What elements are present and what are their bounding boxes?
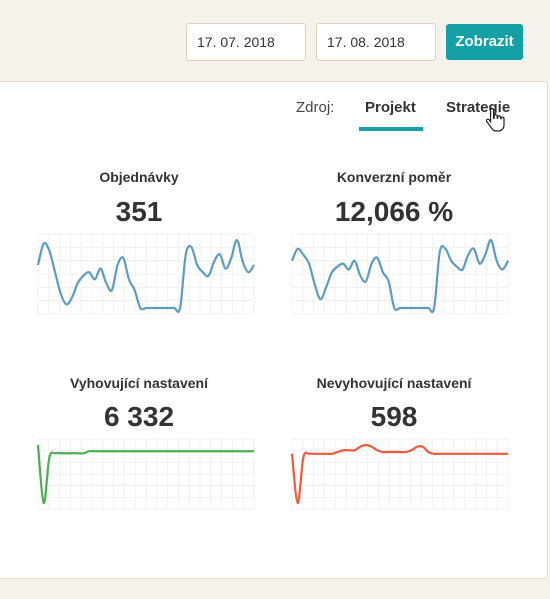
tab-projekt[interactable]: Projekt [365,99,416,116]
metric-value-vyhovujici: 6 332 [103,401,175,432]
filter-bar: 17. 07. 2018 17. 08. 2018 Zobrazit [0,0,550,81]
date-from-field[interactable]: 17. 07. 2018 [186,23,306,61]
metric-value-konverzni-pomer: 12,066 % [334,196,454,227]
date-to-field[interactable]: 17. 08. 2018 [316,23,436,61]
metric-value-nevyhovujici: 598 [370,401,418,432]
sparkline-series [290,443,508,505]
show-button[interactable]: Zobrazit [446,24,523,60]
source-label: Zdroj: [296,99,335,116]
stats-panel: Zdroj: Projekt Strategie Objednávky 351 … [0,81,548,579]
metric-value-objednavky: 351 [115,196,163,227]
sparkline-objednavky [36,233,255,315]
sparkline-series [36,238,255,314]
metric-title-vyhovujici: Vyhovující nastavení [70,375,208,391]
sparkline-konverzni-pomer [290,233,509,315]
metric-title-konverzni-pomer: Konverzní poměr [336,169,452,185]
sparkline-vyhovujici [36,438,255,510]
sparkline-nevyhovujici [290,438,509,510]
sparkline-series [290,238,509,314]
hand-pointer-icon [485,107,505,132]
active-tab-indicator [359,127,423,131]
metric-title-nevyhovujici: Nevyhovující nastavení [316,375,472,391]
metric-title-objednavky: Objednávky [99,169,179,185]
sparkline-series [36,444,254,505]
